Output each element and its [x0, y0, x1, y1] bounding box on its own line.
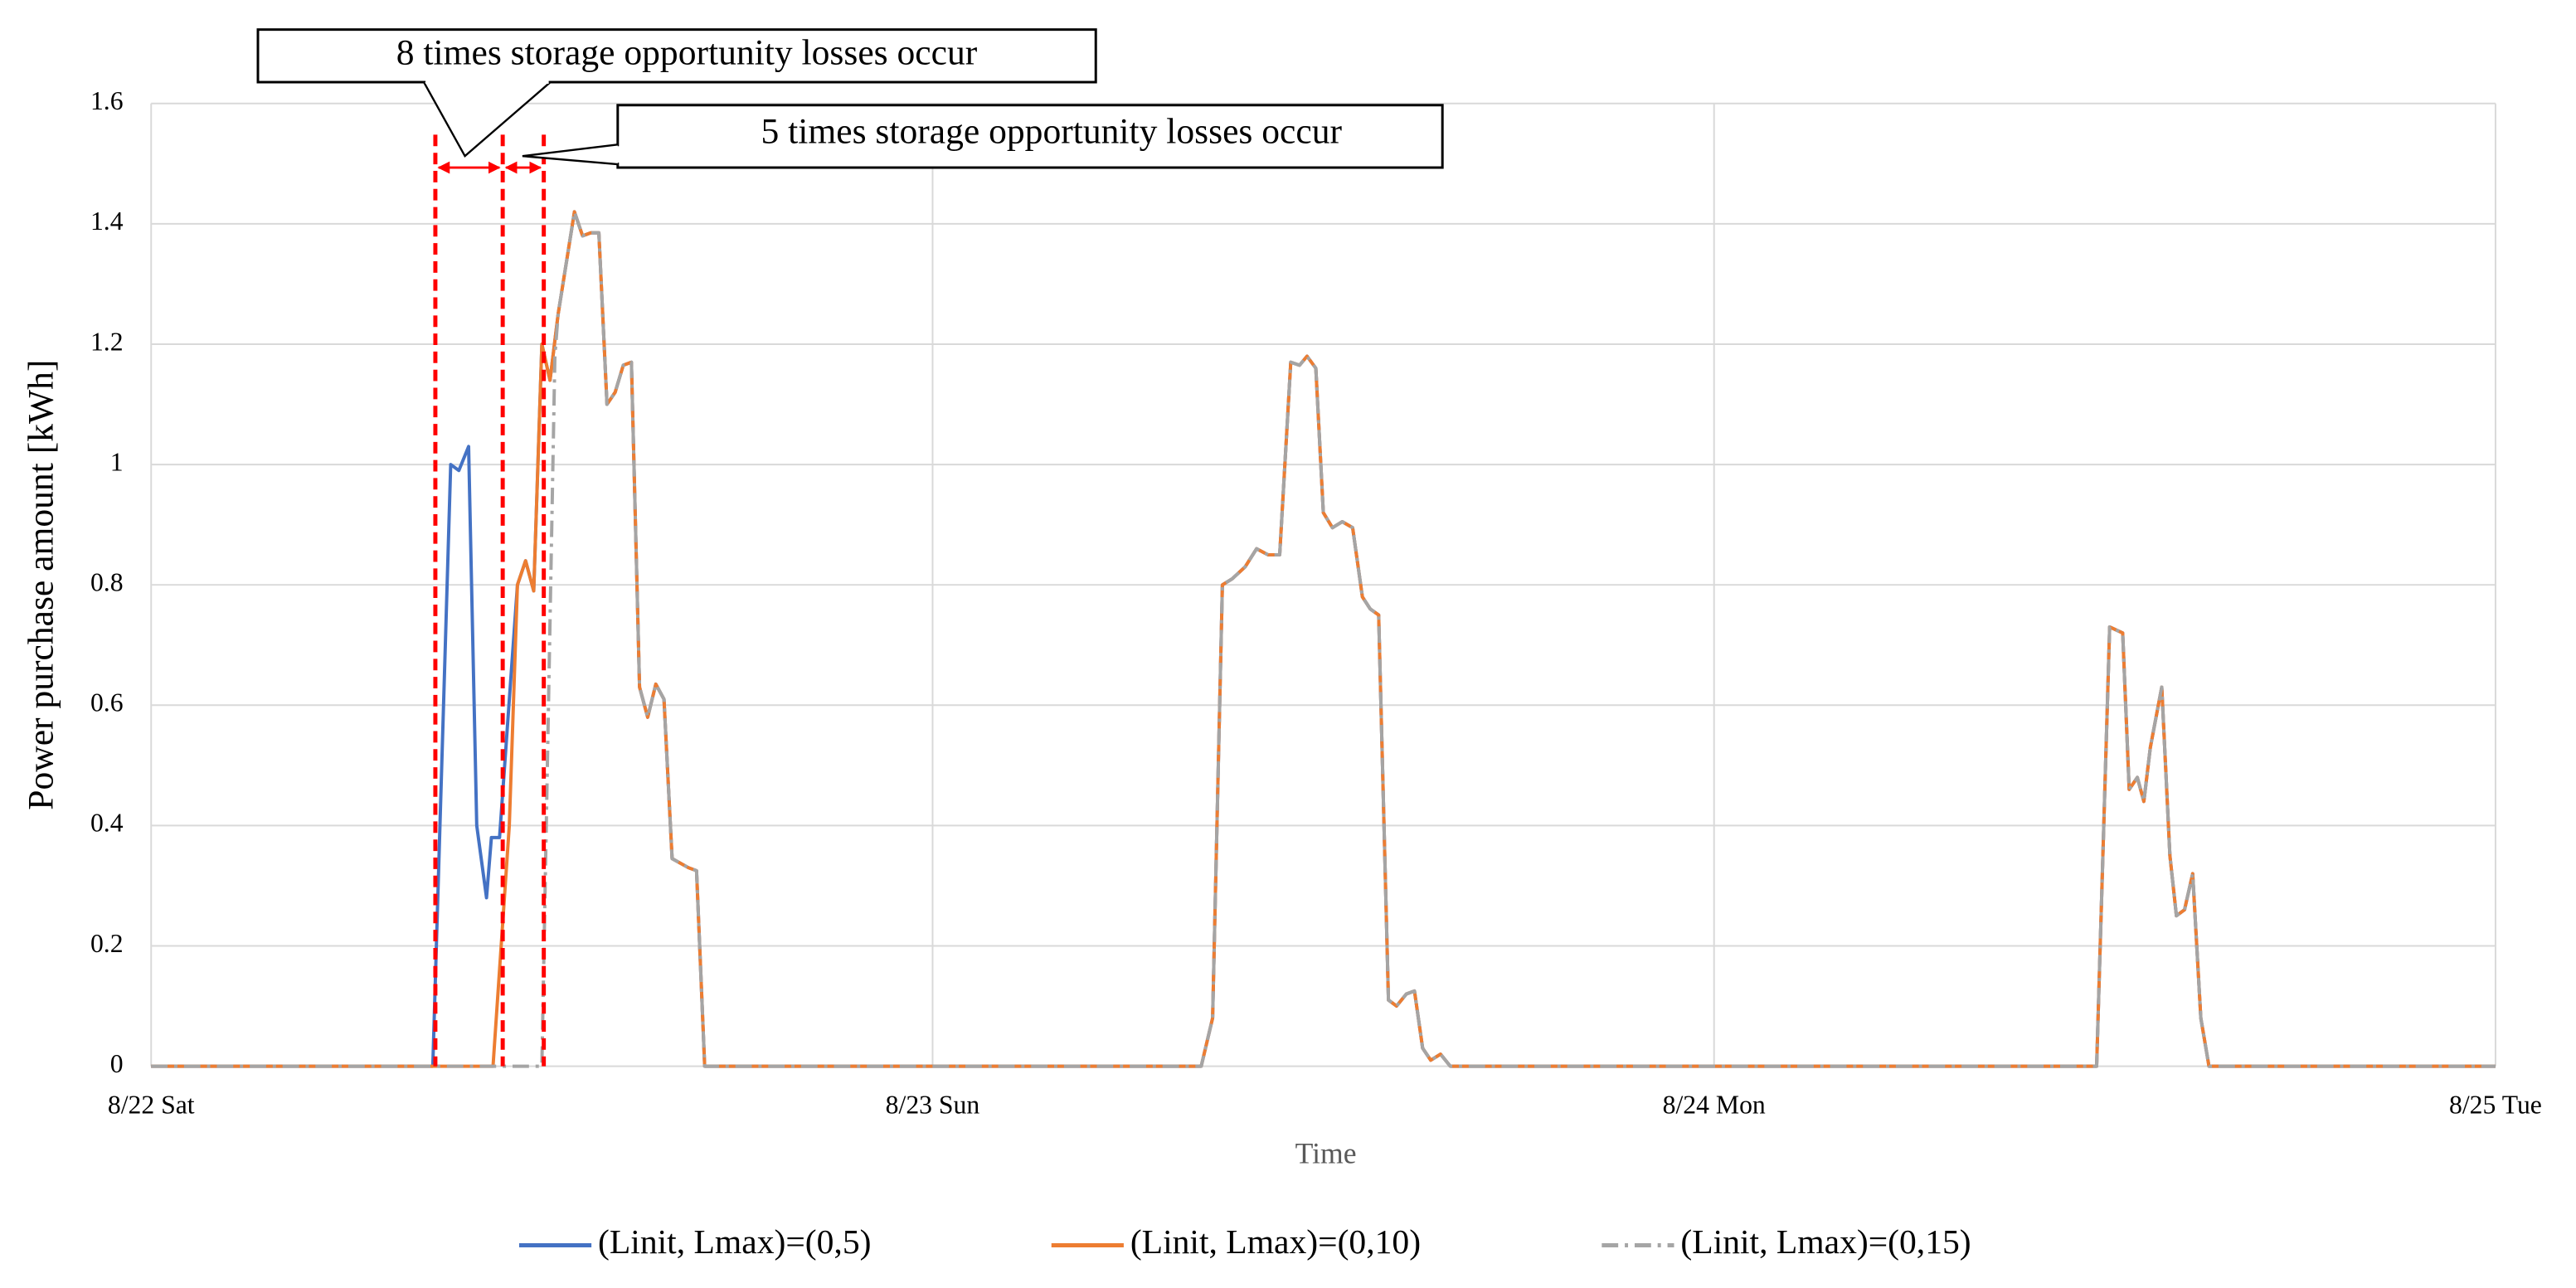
loss-markers	[433, 134, 547, 1067]
callout-box	[616, 104, 1444, 169]
grid: 0 0.2 0.4 0.6 0.8 1 1.2 1.4 1.6 8/22 Sat 8/23 Sun 8…	[90, 86, 2542, 1119]
series-line	[151, 210, 2496, 1068]
y-tick-label: 1	[110, 447, 124, 476]
callout-1: 8 times storage opportunity losses occur	[256, 28, 1097, 158]
y-tick-label: 0.4	[90, 809, 124, 838]
y-tick-label: 0	[110, 1049, 124, 1078]
callout-box	[256, 28, 1097, 84]
callout-pointer	[522, 143, 618, 166]
legend: (Linit, Lmax)=(0,5) (Linit, Lmax)=(0,10) (…	[518, 1222, 1971, 1261]
x-tick-label: 8/25 Tue	[2449, 1090, 2542, 1119]
y-tick-label: 1.6	[90, 86, 124, 115]
x-tick-label: 8/22 Sat	[108, 1090, 195, 1119]
x-tick-label: 8/23 Sun	[886, 1090, 980, 1119]
y-axis-title: Power purchase amount [kWh]	[21, 360, 61, 810]
legend-label: (Linit, Lmax)=(0,5)	[598, 1222, 871, 1261]
x-tick-label: 8/24 Mon	[1663, 1090, 1766, 1119]
y-tick-label: 1.4	[90, 207, 124, 236]
y-tick-label: 0.6	[90, 688, 124, 717]
y-tick-label: 0.8	[90, 567, 124, 596]
legend-label: (Linit, Lmax)=(0,10)	[1130, 1222, 1421, 1261]
callout-2: 5 times storage opportunity losses occur	[522, 104, 1444, 169]
annotation: 8 times storage opportunity losses occur	[396, 32, 978, 72]
annotation: 5 times storage opportunity losses occur	[761, 111, 1342, 151]
legend-label: (Linit, Lmax)=(0,15)	[1680, 1222, 1971, 1261]
x-axis-title: Time	[1295, 1137, 1357, 1170]
y-tick-label: 1.2	[90, 327, 124, 356]
y-tick-label: 0.2	[90, 929, 124, 958]
callout-pointer	[423, 81, 552, 158]
